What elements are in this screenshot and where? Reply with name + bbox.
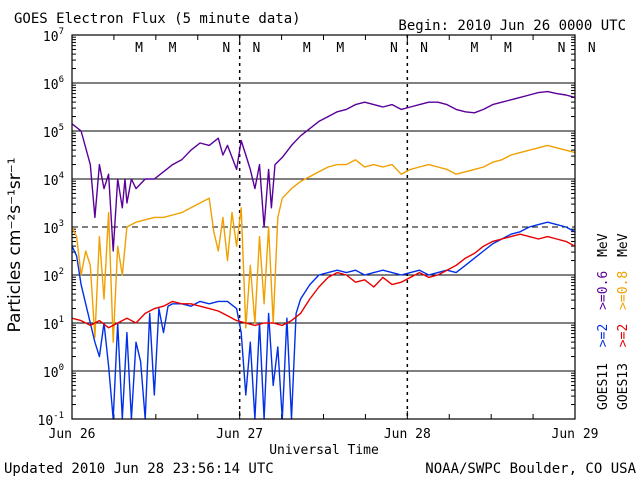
series-line-3: [71, 233, 576, 329]
orbit-marker: M: [169, 41, 177, 56]
series-line-2: [71, 221, 576, 420]
legend-goes11-e06: >=0.6: [596, 271, 611, 310]
y-axis-label: Particles cm⁻²s⁻¹sr⁻¹: [5, 157, 25, 332]
orbit-marker: N: [558, 41, 566, 56]
y-tick-label: 10-1: [38, 411, 65, 429]
orbit-marker: M: [470, 41, 478, 56]
updated-time: Updated 2010 Jun 28 23:56:14 UTC: [4, 461, 274, 477]
legend-goes13-e2: >=2: [616, 324, 631, 347]
legend-goes11-e2: >=2: [596, 324, 611, 347]
orbit-marker: M: [336, 41, 344, 56]
series-line-0: [71, 90, 576, 252]
y-tick-label: 106: [43, 75, 64, 93]
legend-goes13-name: GOES13: [616, 363, 631, 410]
y-tick-label: 107: [43, 27, 64, 45]
legend-goes11-unit: MeV: [596, 233, 611, 257]
x-axis-label: Universal Time: [269, 443, 379, 458]
credit-text: NOAA/SWPC Boulder, CO USA: [425, 461, 636, 477]
y-tick-label: 103: [43, 219, 64, 237]
y-tick-label: 100: [43, 363, 64, 381]
orbit-marker: M: [135, 41, 143, 56]
series-line-1: [71, 144, 576, 343]
y-tick-label: 101: [43, 315, 64, 333]
x-tick-label: Jun 29: [552, 427, 599, 442]
y-tick-label: 104: [43, 171, 64, 189]
orbit-marker: N: [222, 41, 230, 56]
legend-goes13-unit: MeV: [616, 233, 631, 257]
y-tick-label: 105: [43, 123, 64, 141]
orbit-marker: N: [253, 41, 261, 56]
orbit-marker: M: [303, 41, 311, 56]
y-tick-label: 102: [43, 267, 64, 285]
x-tick-label: Jun 28: [384, 427, 431, 442]
begin-time: Begin: 2010 Jun 26 0000 UTC: [398, 18, 626, 34]
legend-goes13: GOES13 >=2 >=0.8 MeV: [616, 233, 631, 410]
orbit-marker: N: [588, 41, 596, 56]
x-tick-label: Jun 26: [49, 427, 96, 442]
orbit-marker: M: [504, 41, 512, 56]
plot-frame: [71, 34, 576, 420]
chart-title: GOES Electron Flux (5 minute data): [14, 11, 301, 27]
legend-goes11-name: GOES11: [596, 363, 611, 410]
x-tick-label: Jun 27: [216, 427, 263, 442]
orbit-marker: N: [420, 41, 428, 56]
legend-goes11: GOES11 >=2 >=0.6 MeV: [596, 233, 611, 410]
legend-goes13-e08: >=0.8: [616, 271, 631, 310]
orbit-marker: N: [390, 41, 398, 56]
